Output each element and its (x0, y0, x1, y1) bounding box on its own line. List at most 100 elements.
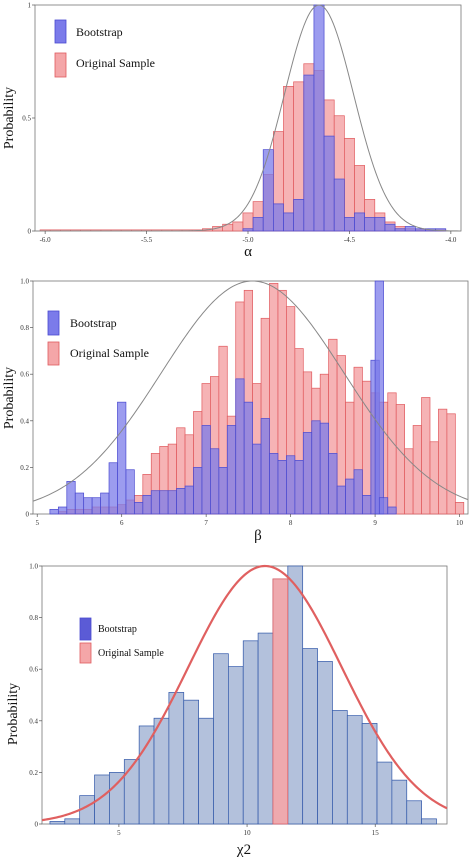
bootstrap-bar (404, 226, 416, 232)
original-sample-bar (421, 397, 431, 515)
bootstrap-bar (378, 497, 389, 515)
bootstrap-bar (262, 149, 274, 232)
y-tick-label: 0.8 (20, 324, 29, 332)
y-tick-label: 0.2 (20, 464, 29, 472)
original-sample-bar (387, 392, 397, 515)
y-tick-label: 0 (28, 228, 32, 236)
bootstrap-bar (242, 228, 254, 232)
x-tick-label: -6.0 (40, 236, 52, 244)
bootstrap-bar (283, 212, 294, 232)
bootstrap-bar (387, 506, 397, 515)
bootstrap-bar (74, 492, 85, 515)
bootstrap-bar (83, 497, 93, 515)
bootstrap-bar (109, 772, 125, 825)
legend-label-original: Original Sample (98, 648, 164, 659)
bootstrap-bar (159, 490, 169, 515)
original-sample-bar (362, 380, 372, 515)
x-tick-label: 9 (373, 519, 377, 527)
y-axis-label: Probability (6, 683, 21, 745)
bootstrap-bar (193, 467, 203, 515)
original-sample-bar (283, 86, 294, 232)
x-tick-label: -4.5 (344, 236, 356, 244)
x-axis-label: χ2 (236, 842, 251, 858)
bootstrap-bar (150, 490, 161, 515)
x-tick-label: 10 (244, 829, 252, 837)
bootstrap-bar (354, 212, 365, 232)
bootstrap-bar (361, 723, 378, 825)
y-tick-label: 0.5 (22, 115, 31, 123)
x-tick-label: -4.0 (445, 236, 457, 244)
original-sample-bars (39, 63, 447, 232)
bootstrap-bars (49, 280, 397, 515)
legend-swatch-original (79, 642, 92, 664)
bootstrap-bar (421, 818, 437, 825)
y-tick-label: 0.2 (29, 769, 38, 777)
y-tick-label: 0 (26, 511, 30, 519)
x-tick-label: -5.0 (242, 236, 254, 244)
x-tick-label: 5 (117, 829, 121, 837)
bootstrap-bar (374, 217, 386, 232)
bootstrap-bar (344, 217, 355, 232)
x-axis-ticks: 5 6 7 8 9 10 (35, 514, 464, 527)
legend: Bootstrap Original Sample (54, 19, 155, 78)
original-sample-bars (272, 578, 289, 825)
original-sample-bar (429, 441, 439, 515)
y-axis-ticks: 0 0.2 0.4 0.6 0.8 1.0 (20, 278, 33, 519)
bootstrap-bar (210, 448, 220, 515)
original-sample-bar (222, 223, 234, 232)
chart-chi2: 5 10 15 0 0.2 0.4 0.6 0.8 1.0 χ2 Probability Bo… (6, 563, 448, 858)
bootstrap-bar (243, 401, 253, 515)
bootstrap-bar (198, 717, 214, 825)
bootstrap-bar (376, 761, 393, 825)
legend-label-original: Original Sample (70, 346, 149, 360)
y-axis-ticks: 0 0.2 0.4 0.6 0.8 1.0 (29, 563, 42, 829)
x-axis-ticks: 5 10 15 (117, 824, 379, 837)
bootstrap-bar (345, 478, 355, 515)
normal-fit-curve (41, 564, 448, 822)
legend: Bootstrap Original Sample (79, 617, 164, 664)
y-tick-label: 0.4 (20, 417, 29, 425)
y-tick-label: 1.0 (29, 563, 38, 571)
original-sample-bar (446, 413, 456, 515)
original-sample-bar (395, 404, 406, 515)
legend-label-bootstrap: Bootstrap (98, 624, 137, 635)
bootstrap-bar (123, 759, 140, 825)
bootstrap-bar (286, 455, 296, 515)
x-tick-label: -5.5 (141, 236, 153, 244)
bootstrap-bar (260, 418, 270, 515)
bootstrap-bar (303, 74, 315, 232)
bootstrap-bar (346, 715, 363, 825)
legend-label-original: Original Sample (76, 56, 155, 70)
y-tick-label: 0.8 (29, 614, 38, 622)
original-sample-bar (232, 221, 244, 232)
bootstrap-bar (319, 422, 329, 515)
bootstrap-bars (49, 565, 437, 825)
bootstrap-bar (235, 378, 245, 515)
original-sample-bar (272, 578, 289, 825)
bootstrap-bar (64, 818, 81, 825)
bootstrap-bar (364, 217, 376, 232)
bootstrap-bar (167, 490, 177, 515)
bootstrap-bar (125, 469, 135, 515)
bootstrap-bar (374, 280, 384, 515)
bootstrap-bar (213, 653, 229, 825)
y-tick-label: 1 (28, 2, 32, 10)
bootstrap-bar (323, 135, 335, 232)
bootstrap-bar (201, 425, 211, 515)
bootstrap-bar (138, 725, 155, 825)
x-tick-label: 8 (289, 519, 293, 527)
bootstrap-bar (294, 460, 304, 515)
bootstrap-bar (287, 565, 304, 825)
bootstrap-bar (332, 710, 348, 825)
bootstrap-bar (391, 779, 408, 825)
bootstrap-bar (273, 203, 284, 232)
bootstrap-bar (257, 632, 274, 825)
bootstrap-bar (108, 462, 118, 515)
bootstrap-bar (252, 217, 264, 232)
legend-label-bootstrap: Bootstrap (70, 316, 117, 330)
bootstrap-bar (353, 469, 363, 515)
y-tick-label: 0.6 (29, 666, 38, 674)
bootstrap-bar (184, 485, 194, 515)
bootstrap-bar (100, 492, 110, 515)
